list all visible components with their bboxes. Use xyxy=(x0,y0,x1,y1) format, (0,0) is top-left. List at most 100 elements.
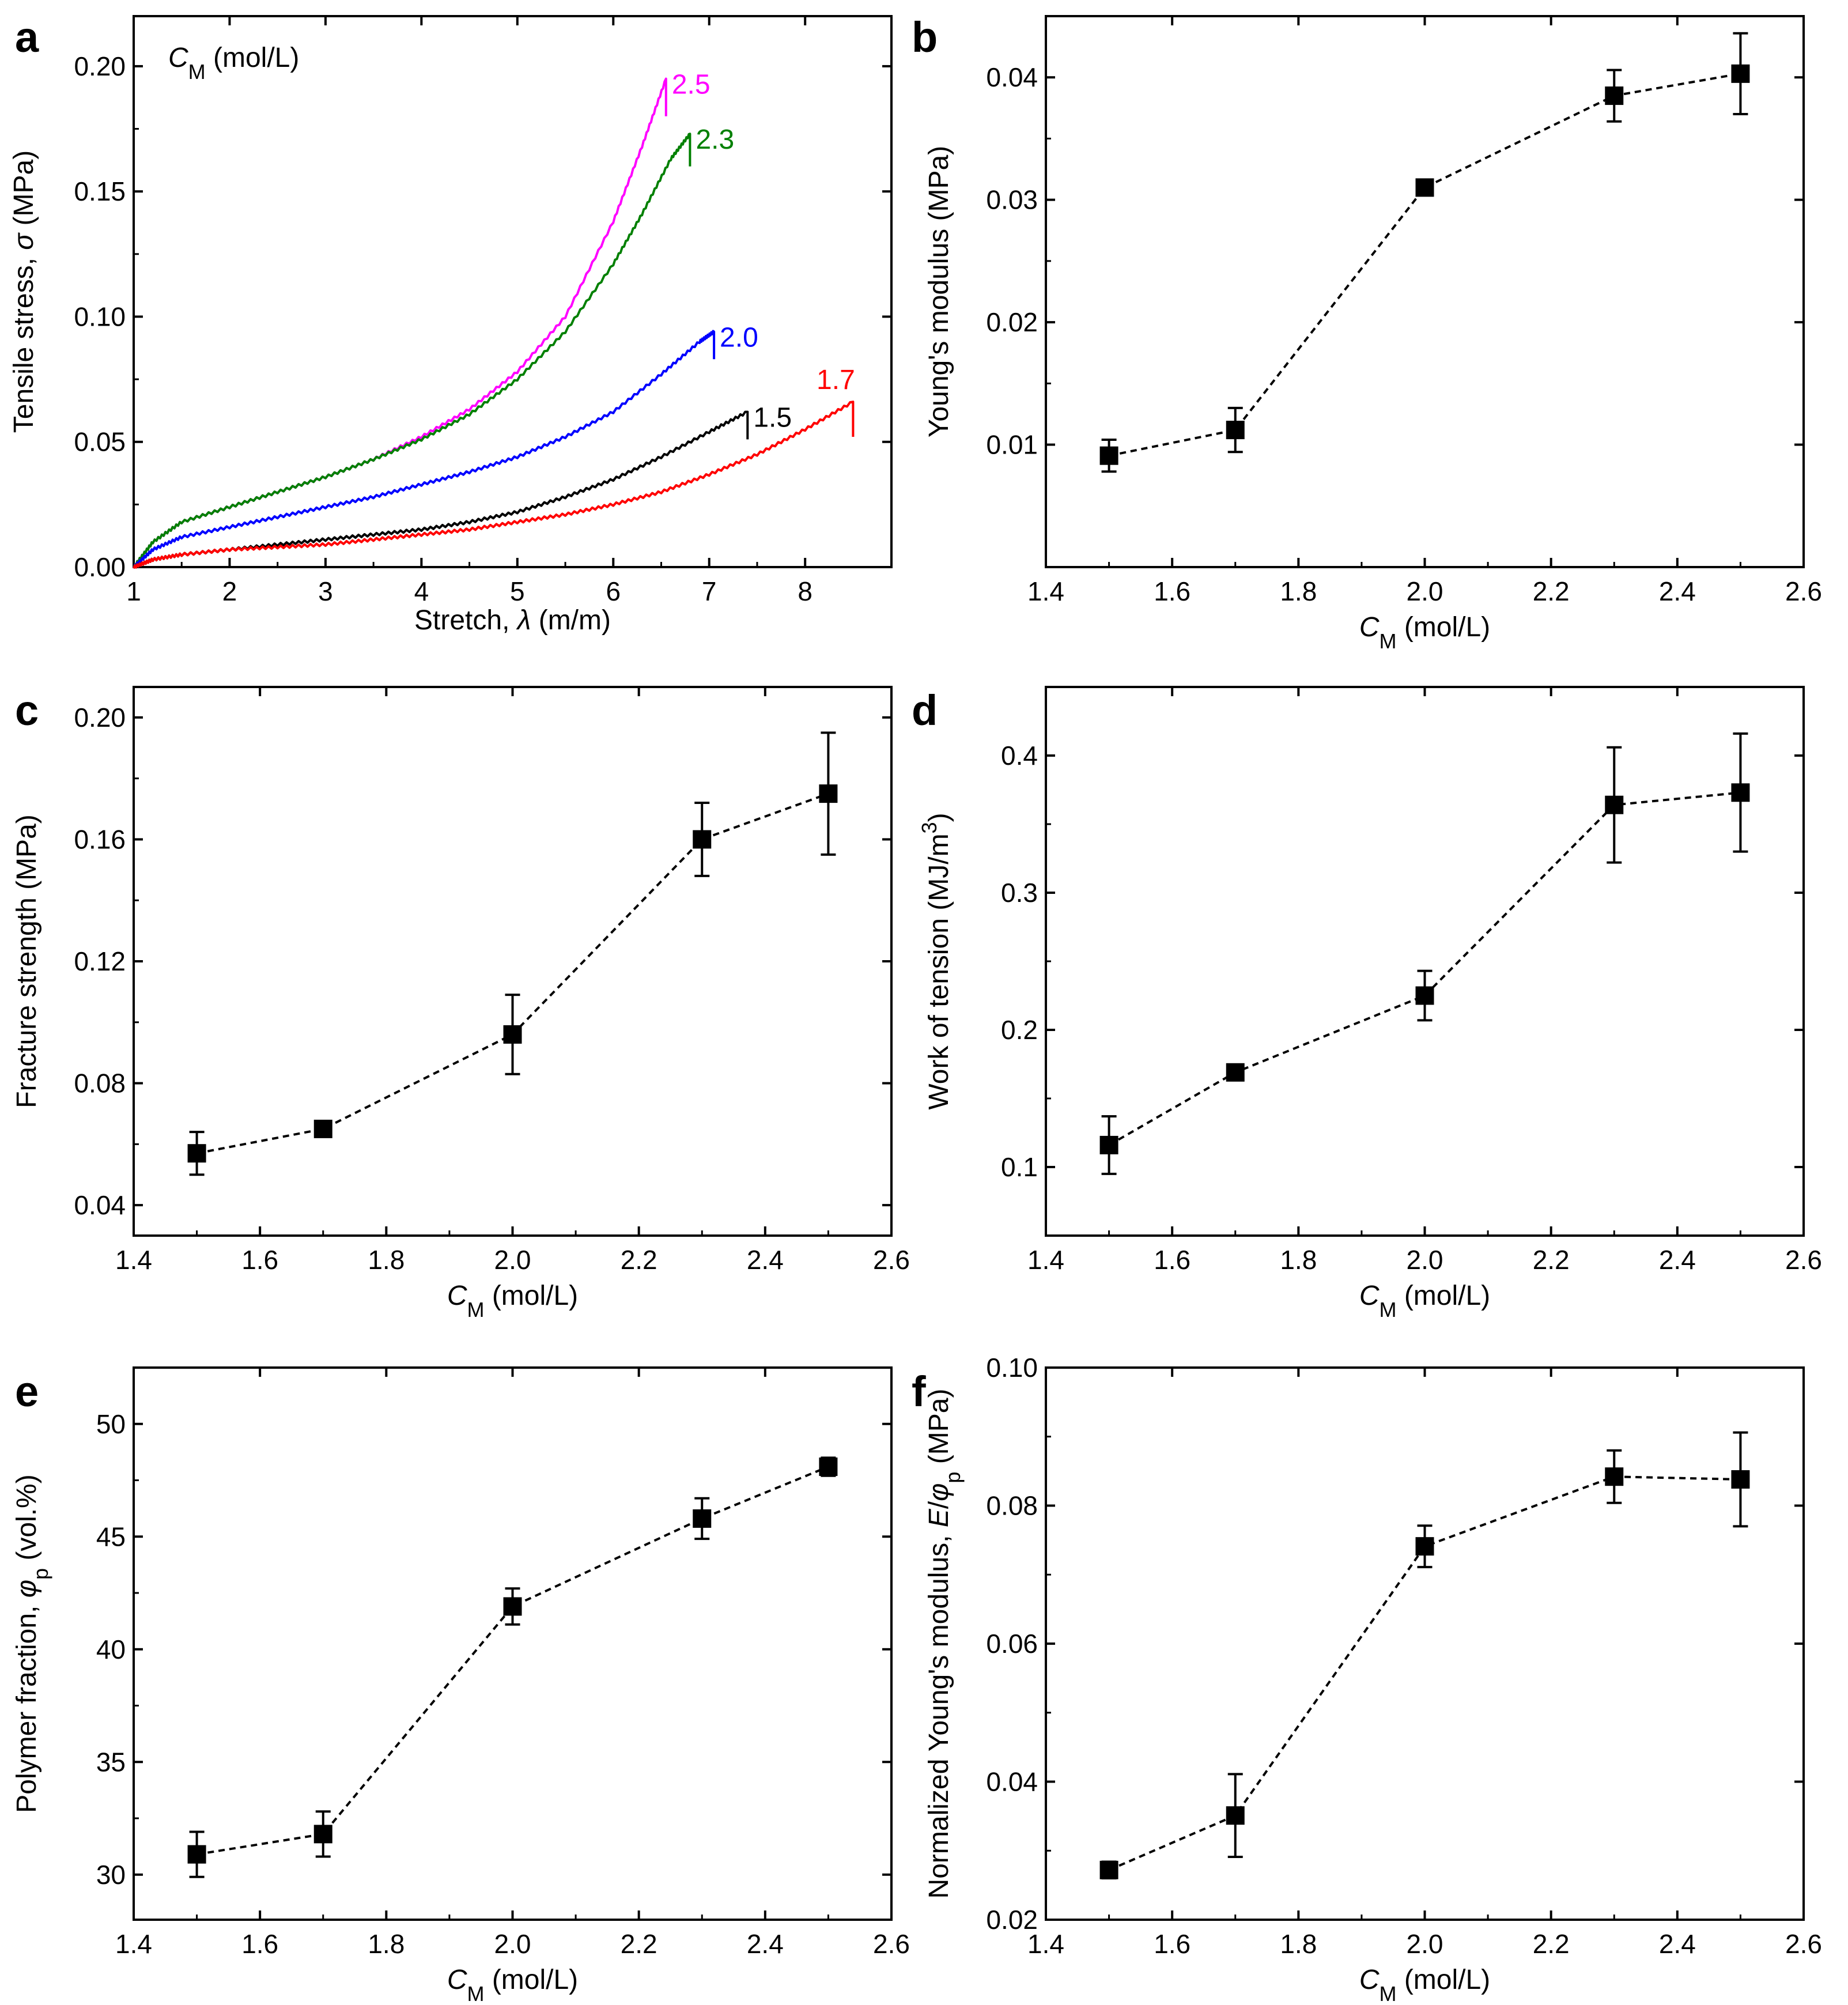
x-axis-label: CM (mol/L) xyxy=(447,1965,578,2005)
panel-letter: f xyxy=(912,1368,926,1415)
y-axis-label: Fracture strength (MPa) xyxy=(12,814,42,1108)
x-tick-label: 1.8 xyxy=(1280,576,1317,606)
data-point xyxy=(1099,446,1118,465)
panel-f: f 1.4 1.6 1.8 2.0 2.2 2.4 2.6 0.02 0.04 0.06 0.08 0.… xyxy=(912,1353,1822,2005)
y-axis-label: Tensile stress, σ (MPa) xyxy=(9,150,39,433)
data-point xyxy=(819,784,838,803)
x-tick-label: 2.4 xyxy=(747,1245,784,1275)
x-tick-label: 1.4 xyxy=(1027,1245,1064,1275)
plot-frame xyxy=(1045,686,1805,1237)
y-tick-label: 0.10 xyxy=(74,301,126,331)
data-point xyxy=(313,1825,332,1844)
x-tick-label: 1.6 xyxy=(1154,1929,1191,1959)
x-tick-label: 1.8 xyxy=(368,1245,405,1275)
curve-2.5 xyxy=(133,77,667,569)
data-point xyxy=(1226,1806,1245,1825)
x-axis-label: CM (mol/L) xyxy=(1359,1281,1490,1321)
panel-a: a 1 2 3 4 5 6 7 8 0.00 0.05 0.10 0.15 0.20 Stretch, λ … xyxy=(9,13,893,636)
plot-frame xyxy=(133,1366,893,1921)
data-point xyxy=(1226,421,1245,440)
y-tick-label: 0.06 xyxy=(986,1629,1038,1659)
y-tick-label: 0.2 xyxy=(1001,1015,1038,1045)
x-tick-label: 2.2 xyxy=(621,1245,657,1275)
x-tick-label: 1.6 xyxy=(241,1929,278,1959)
trend-line xyxy=(196,792,829,1155)
y-axis-label: Polymer fraction, φp (vol.%) xyxy=(12,1474,52,1813)
panel-c: c 1.4 1.6 1.8 2.0 2.2 2.4 2.6 0.04 0.08 0.12 0.16 0.… xyxy=(12,686,910,1321)
y-tick-label: 0.1 xyxy=(1001,1152,1038,1182)
trend-line xyxy=(1108,791,1741,1146)
data-point xyxy=(1415,1537,1434,1556)
y-tick-label: 30 xyxy=(96,1860,126,1890)
data-point xyxy=(693,830,712,849)
trend-line xyxy=(1109,72,1741,457)
x-tick-label: 2.4 xyxy=(747,1929,784,1959)
y-tick-label: 0.16 xyxy=(74,824,126,854)
data-point xyxy=(819,1458,838,1477)
curve-label-2.0: 2.0 xyxy=(720,323,758,353)
x-tick-label: 2.0 xyxy=(494,1245,531,1275)
data-point xyxy=(187,1845,206,1864)
x-tick-label: 6 xyxy=(606,576,621,606)
panel-letter: a xyxy=(15,13,39,61)
x-tick-label: 2.2 xyxy=(1533,1929,1570,1959)
x-axis-label: CM (mol/L) xyxy=(1359,1965,1490,2005)
x-tick-label: 2.4 xyxy=(1659,576,1696,606)
x-tick-label: 1.8 xyxy=(1280,1929,1317,1959)
y-tick-label: 0.02 xyxy=(986,1905,1038,1935)
y-tick-label: 0.20 xyxy=(74,703,126,732)
y-tick-label: 0.10 xyxy=(986,1353,1038,1383)
x-tick-label: 2.4 xyxy=(1659,1929,1696,1959)
curve-label-2.5: 2.5 xyxy=(672,70,711,100)
panel-d: d 1.4 1.6 1.8 2.0 2.2 2.4 2.6 0.1 0.2 0.3 0.4 CM (mo… xyxy=(912,686,1822,1321)
y-tick-label: 0.08 xyxy=(74,1068,126,1098)
plot-frame xyxy=(1045,1366,1805,1921)
panel-e: e 1.4 1.6 1.8 2.0 2.2 2.4 2.6 30 35 40 45 50 CM (mol/… xyxy=(12,1366,910,2005)
y-tick-label: 0.02 xyxy=(986,307,1038,337)
curve-label-1.7: 1.7 xyxy=(817,365,855,395)
data-point xyxy=(1099,1135,1118,1154)
y-tick-label: 40 xyxy=(96,1634,126,1664)
x-tick-label: 1.6 xyxy=(241,1245,278,1275)
curve-label-1.5: 1.5 xyxy=(753,403,792,433)
y-tick-label: 0.3 xyxy=(1001,878,1038,908)
panel-letter: c xyxy=(15,686,39,734)
data-point xyxy=(1731,783,1750,802)
x-tick-label: 1.4 xyxy=(115,1245,152,1275)
data-point xyxy=(1099,1860,1118,1879)
x-axis-label: CM (mol/L) xyxy=(447,1281,578,1321)
x-tick-label: 3 xyxy=(318,576,333,606)
x-tick-label: 1.6 xyxy=(1154,1245,1191,1275)
x-tick-label: 2.2 xyxy=(1533,1245,1570,1275)
panel-b: b 1.4 1.6 1.8 2.0 2.2 2.4 2.6 0.01 0.02 0.03 0.04 CM… xyxy=(912,13,1822,653)
x-tick-label: 2.0 xyxy=(1407,1245,1443,1275)
x-tick-label: 2.0 xyxy=(1407,576,1443,606)
x-axis-label: Stretch, λ (m/m) xyxy=(414,605,611,636)
data-point xyxy=(1415,986,1434,1005)
x-tick-label: 2.6 xyxy=(873,1929,910,1959)
curve-label-2.3: 2.3 xyxy=(696,124,734,155)
curve-2.3 xyxy=(133,133,691,569)
data-point xyxy=(693,1509,712,1528)
panel-letter: e xyxy=(15,1368,39,1415)
data-point xyxy=(1605,795,1624,814)
data-point xyxy=(1415,178,1434,197)
y-axis-label: Young's modulus (MPa) xyxy=(924,146,954,437)
panel-letter: b xyxy=(912,13,938,61)
data-point xyxy=(503,1025,522,1044)
x-tick-label: 2.0 xyxy=(494,1929,531,1959)
y-tick-label: 35 xyxy=(96,1747,126,1777)
x-tick-label: 2.0 xyxy=(1407,1929,1443,1959)
x-tick-label: 1.8 xyxy=(368,1929,405,1959)
x-tick-label: 1.4 xyxy=(115,1929,152,1959)
x-tick-label: 2.6 xyxy=(873,1245,910,1275)
panel-letter: d xyxy=(912,686,938,734)
y-tick-label: 0.08 xyxy=(986,1491,1038,1521)
x-tick-label: 2.6 xyxy=(1785,1245,1822,1275)
x-tick-label: 1 xyxy=(126,576,141,606)
x-tick-label: 1.8 xyxy=(1280,1245,1317,1275)
x-tick-label: 2.6 xyxy=(1785,576,1822,606)
legend-title: CM (mol/L) xyxy=(168,43,299,84)
curve-1.7 xyxy=(133,401,855,569)
y-tick-label: 0.04 xyxy=(74,1190,126,1220)
